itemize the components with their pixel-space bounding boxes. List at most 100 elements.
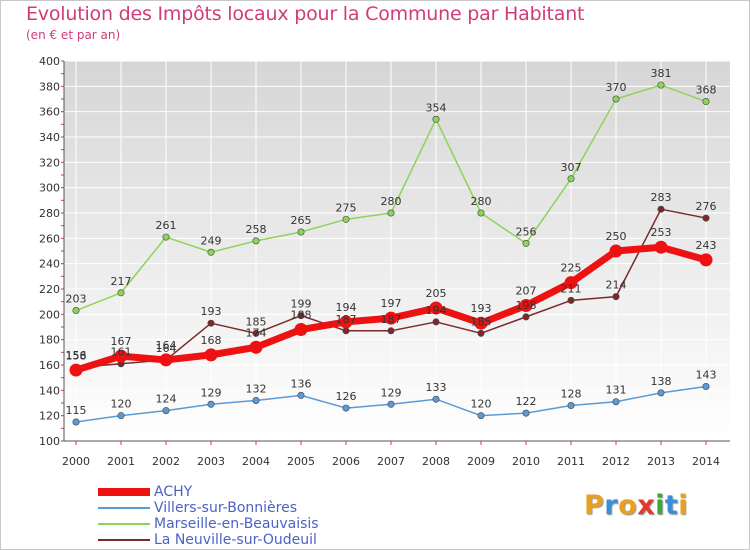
legend-item: La Neuville-sur-Oudeuil — [98, 532, 398, 548]
data-label-marseille-en-beauvaisis: 258 — [246, 223, 267, 236]
point-marseille-en-beauvaisis — [252, 237, 260, 245]
legend-label: Villers-sur-Bonnières — [154, 500, 298, 516]
x-tick-label: 2006 — [332, 455, 360, 468]
point-achy — [699, 253, 713, 267]
point-villers-sur-bonnieres — [387, 400, 395, 408]
data-label-achy: 193 — [471, 302, 492, 315]
data-label-achy: 156 — [66, 349, 87, 362]
logo-letter: r — [604, 490, 619, 521]
point-achy — [114, 349, 128, 363]
point-achy — [384, 311, 398, 325]
legend-swatch — [98, 488, 150, 496]
y-tick-label: 380 — [39, 80, 60, 93]
point-marseille-en-beauvaisis — [117, 289, 125, 297]
point-la-neuville-sur-oudeuil — [612, 293, 620, 301]
data-label-la-neuville-sur-oudeuil: 214 — [606, 279, 627, 292]
data-label-la-neuville-sur-oudeuil: 185 — [246, 315, 267, 328]
y-tick-label: 100 — [39, 435, 60, 448]
point-villers-sur-bonnieres — [252, 396, 260, 404]
data-label-marseille-en-beauvaisis: 217 — [111, 275, 132, 288]
data-label-villers-sur-bonnieres: 115 — [66, 404, 87, 417]
y-tick-label: 240 — [39, 258, 60, 271]
data-label-marseille-en-beauvaisis: 368 — [696, 84, 717, 97]
x-tick-label: 2000 — [62, 455, 90, 468]
logo-letter: x — [637, 490, 656, 521]
point-marseille-en-beauvaisis — [72, 307, 80, 315]
point-achy — [159, 353, 173, 367]
point-marseille-en-beauvaisis — [612, 95, 620, 103]
x-tick-label: 2014 — [692, 455, 720, 468]
legend-item: Villers-sur-Bonnières — [98, 500, 398, 516]
point-marseille-en-beauvaisis — [387, 209, 395, 217]
point-villers-sur-bonnieres — [702, 383, 710, 391]
point-achy — [609, 244, 623, 258]
point-marseille-en-beauvaisis — [477, 209, 485, 217]
x-tick-label: 2011 — [557, 455, 585, 468]
point-marseille-en-beauvaisis — [702, 98, 710, 106]
data-label-villers-sur-bonnieres: 133 — [426, 381, 447, 394]
data-label-villers-sur-bonnieres: 138 — [651, 375, 672, 388]
data-label-achy: 250 — [606, 230, 627, 243]
point-villers-sur-bonnieres — [612, 398, 620, 406]
data-label-achy: 253 — [651, 226, 672, 239]
data-label-marseille-en-beauvaisis: 381 — [651, 67, 672, 80]
point-achy — [519, 298, 533, 312]
legend-item: Marseille-en-Beauvaisis — [98, 516, 398, 532]
point-achy — [294, 323, 308, 337]
point-marseille-en-beauvaisis — [567, 175, 575, 183]
data-label-villers-sur-bonnieres: 122 — [516, 395, 537, 408]
point-villers-sur-bonnieres — [657, 389, 665, 397]
proxiti-logo: Proxiti — [584, 490, 688, 521]
data-label-la-neuville-sur-oudeuil: 193 — [201, 305, 222, 318]
y-tick-label: 280 — [39, 207, 60, 220]
point-villers-sur-bonnieres — [567, 402, 575, 410]
legend-swatch — [98, 523, 150, 525]
data-label-achy: 188 — [291, 309, 312, 322]
y-tick-label: 360 — [39, 106, 60, 119]
data-label-villers-sur-bonnieres: 120 — [111, 398, 132, 411]
point-villers-sur-bonnieres — [72, 418, 80, 426]
point-achy — [204, 348, 218, 362]
point-marseille-en-beauvaisis — [297, 228, 305, 236]
data-label-achy: 197 — [381, 297, 402, 310]
x-tick-label: 2004 — [242, 455, 270, 468]
point-achy — [339, 315, 353, 329]
data-label-la-neuville-sur-oudeuil: 185 — [471, 315, 492, 328]
data-label-marseille-en-beauvaisis: 256 — [516, 225, 537, 238]
point-villers-sur-bonnieres — [162, 407, 170, 415]
x-tick-label: 2001 — [107, 455, 135, 468]
data-label-marseille-en-beauvaisis: 203 — [66, 293, 87, 306]
point-achy — [564, 276, 578, 290]
data-label-marseille-en-beauvaisis: 265 — [291, 214, 312, 227]
point-marseille-en-beauvaisis — [657, 81, 665, 89]
x-tick-label: 2003 — [197, 455, 225, 468]
data-label-achy: 207 — [516, 284, 537, 297]
chart-subtitle: (en € et par an) — [26, 28, 121, 42]
data-label-la-neuville-sur-oudeuil: 187 — [336, 313, 357, 326]
point-la-neuville-sur-oudeuil — [432, 318, 440, 326]
data-label-marseille-en-beauvaisis: 354 — [426, 101, 447, 114]
y-tick-label: 320 — [39, 156, 60, 169]
data-label-la-neuville-sur-oudeuil: 283 — [651, 191, 672, 204]
data-label-achy: 164 — [156, 339, 177, 352]
point-la-neuville-sur-oudeuil — [387, 327, 395, 335]
data-label-la-neuville-sur-oudeuil: 276 — [696, 200, 717, 213]
y-tick-label: 220 — [39, 283, 60, 296]
y-tick-label: 140 — [39, 384, 60, 397]
data-label-villers-sur-bonnieres: 136 — [291, 377, 312, 390]
x-tick-label: 2012 — [602, 455, 630, 468]
x-tick-label: 2010 — [512, 455, 540, 468]
data-label-villers-sur-bonnieres: 132 — [246, 382, 267, 395]
logo-letter: t — [664, 490, 679, 521]
logo-letter: i — [655, 490, 665, 521]
point-la-neuville-sur-oudeuil — [297, 312, 305, 320]
data-label-villers-sur-bonnieres: 129 — [201, 386, 222, 399]
data-label-marseille-en-beauvaisis: 370 — [606, 81, 627, 94]
point-marseille-en-beauvaisis — [432, 115, 440, 123]
legend-label: La Neuville-sur-Oudeuil — [154, 532, 317, 548]
data-label-achy: 225 — [561, 262, 582, 275]
y-tick-label: 400 — [39, 55, 60, 68]
data-label-la-neuville-sur-oudeuil: 161 — [111, 346, 132, 359]
data-label-achy: 243 — [696, 239, 717, 252]
point-la-neuville-sur-oudeuil — [702, 214, 710, 222]
